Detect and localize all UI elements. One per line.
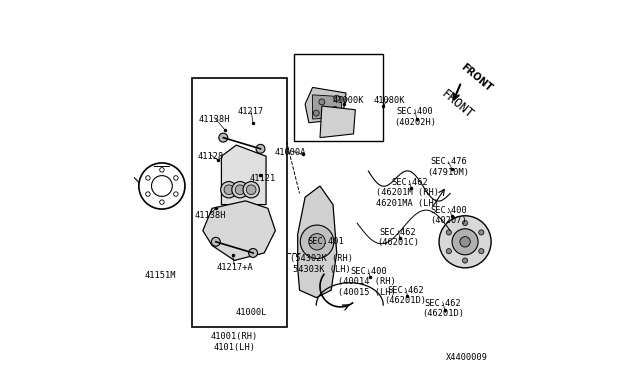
Circle shape	[256, 144, 265, 153]
Polygon shape	[312, 95, 342, 119]
Text: 41217: 41217	[238, 107, 264, 116]
Circle shape	[300, 225, 334, 259]
Circle shape	[479, 248, 484, 254]
Text: 41151M: 41151M	[145, 271, 177, 280]
Text: 41128: 41128	[197, 152, 223, 161]
Text: SEC.476: SEC.476	[430, 157, 467, 166]
Circle shape	[246, 185, 256, 195]
Text: (40202H): (40202H)	[394, 118, 436, 126]
Text: SEC.462: SEC.462	[391, 178, 428, 187]
Text: 41138H: 41138H	[195, 211, 226, 220]
Circle shape	[479, 230, 484, 235]
Text: X4400009: X4400009	[446, 353, 488, 362]
Text: (40015 (LH): (40015 (LH)	[338, 288, 396, 296]
Circle shape	[452, 229, 478, 255]
Circle shape	[248, 248, 257, 257]
Text: FRONT: FRONT	[439, 87, 476, 121]
Text: (40207): (40207)	[430, 216, 467, 225]
Text: 41217+A: 41217+A	[216, 263, 253, 272]
Circle shape	[232, 182, 248, 198]
Polygon shape	[320, 106, 355, 138]
Circle shape	[211, 237, 220, 246]
Circle shape	[332, 106, 338, 112]
Circle shape	[243, 182, 259, 198]
Polygon shape	[221, 145, 266, 205]
Text: 41080K: 41080K	[373, 96, 404, 105]
Text: SEC.462: SEC.462	[424, 299, 461, 308]
Polygon shape	[298, 186, 337, 298]
Circle shape	[314, 110, 319, 116]
Text: SEC.462: SEC.462	[380, 228, 417, 237]
Circle shape	[463, 221, 468, 226]
Text: SEC.400: SEC.400	[397, 107, 433, 116]
Text: (40014 (RH): (40014 (RH)	[338, 278, 396, 286]
Text: 54303K (LH): 54303K (LH)	[293, 265, 351, 274]
Circle shape	[219, 133, 228, 142]
Circle shape	[334, 95, 340, 101]
Polygon shape	[203, 201, 275, 260]
Circle shape	[460, 237, 470, 247]
Text: 46201MA (LH): 46201MA (LH)	[376, 199, 439, 208]
Text: 41000A: 41000A	[275, 148, 306, 157]
Circle shape	[309, 234, 325, 250]
Text: (47910M): (47910M)	[428, 168, 469, 177]
Text: 41000K: 41000K	[332, 96, 364, 105]
Text: (46201C): (46201C)	[377, 238, 419, 247]
Circle shape	[446, 230, 451, 235]
Text: SEC.400: SEC.400	[350, 267, 387, 276]
Text: 41001(RH): 41001(RH)	[211, 332, 258, 341]
Circle shape	[319, 99, 325, 105]
Text: 41121: 41121	[249, 174, 275, 183]
Circle shape	[439, 216, 491, 268]
Text: 41000L: 41000L	[236, 308, 267, 317]
Text: SEC.400: SEC.400	[430, 206, 467, 215]
Text: SEC.462: SEC.462	[387, 286, 424, 295]
Polygon shape	[305, 87, 346, 123]
Text: 4101(LH): 4101(LH)	[214, 343, 255, 352]
Circle shape	[221, 182, 237, 198]
Text: (46201D): (46201D)	[385, 296, 426, 305]
Circle shape	[463, 258, 468, 263]
Text: (46201D): (46201D)	[422, 309, 464, 318]
Text: 41138H: 41138H	[198, 115, 230, 124]
Text: SEC.401: SEC.401	[307, 237, 344, 246]
Circle shape	[224, 185, 234, 195]
Text: FRONT: FRONT	[459, 61, 493, 93]
Text: (46201M (RH): (46201M (RH)	[376, 188, 439, 197]
Circle shape	[446, 248, 451, 254]
Circle shape	[235, 185, 245, 195]
Text: (54302K (RH): (54302K (RH)	[291, 254, 353, 263]
